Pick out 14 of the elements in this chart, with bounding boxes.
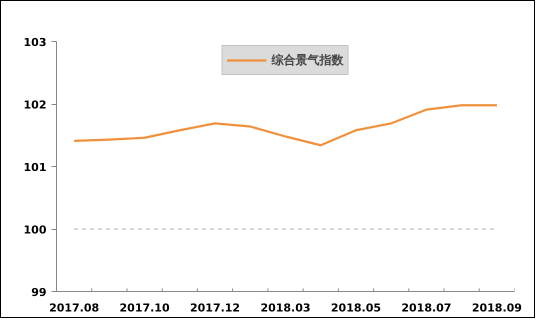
x-tick-label: 2017.12 xyxy=(190,302,240,314)
y-tick-label: 100 xyxy=(24,224,47,236)
line-series xyxy=(73,104,498,146)
x-tick-label: 2018.09 xyxy=(472,302,522,314)
legend-label: 综合景气指数 xyxy=(272,52,344,68)
x-tick-label: 2017.10 xyxy=(120,302,170,314)
x-tick-label: 2018.05 xyxy=(330,302,382,314)
y-tick-label: 103 xyxy=(24,36,47,49)
x-tick-label: 2018.03 xyxy=(260,302,311,314)
x-tick-label: 2017.08 xyxy=(49,302,100,314)
y-tick-label: 99 xyxy=(31,286,47,299)
y-tick-label: 101 xyxy=(24,161,47,174)
x-tick-label: 2018.07 xyxy=(401,302,452,314)
y-tick-label: 102 xyxy=(24,98,47,112)
